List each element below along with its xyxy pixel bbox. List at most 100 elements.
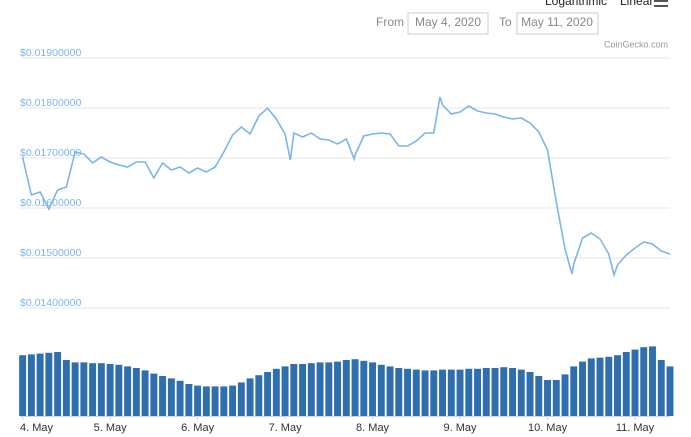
to-value: May 11, 2020 bbox=[521, 15, 593, 29]
volume-bar bbox=[106, 364, 114, 416]
volume-bar bbox=[447, 369, 455, 416]
volume-bar bbox=[167, 378, 175, 416]
volume-bar bbox=[281, 366, 289, 416]
y-tick-label: $0.01400000 bbox=[20, 297, 81, 309]
volume-bar bbox=[246, 378, 254, 416]
y-tick-label: $0.01600000 bbox=[20, 197, 81, 209]
volume-bar bbox=[404, 368, 412, 416]
volume-bar bbox=[115, 364, 123, 416]
volume-bar bbox=[395, 368, 403, 416]
volume-bar bbox=[465, 368, 473, 416]
volume-bar bbox=[307, 363, 315, 416]
volume-bar bbox=[482, 368, 490, 416]
log-button[interactable]: Logarithmic bbox=[545, 0, 607, 8]
volume-bar bbox=[517, 369, 525, 416]
volume-bar bbox=[299, 364, 307, 416]
price-line bbox=[21, 96, 671, 278]
volume-bar bbox=[649, 346, 656, 416]
volume-bar bbox=[150, 373, 158, 416]
volume-bar bbox=[194, 385, 202, 416]
volume-bar bbox=[657, 360, 665, 416]
volume-bar bbox=[614, 355, 621, 416]
volume-bar bbox=[351, 359, 359, 416]
volume-bar bbox=[377, 364, 385, 416]
volume-bar bbox=[229, 385, 237, 416]
y-tick-label: $0.01800000 bbox=[20, 97, 81, 109]
y-tick-label: $0.01700000 bbox=[20, 147, 81, 159]
volume-bar bbox=[412, 369, 420, 416]
volume-bar bbox=[570, 366, 578, 416]
x-tick-label: 9. May bbox=[444, 422, 478, 434]
volume-bar bbox=[159, 376, 167, 416]
volume-bar bbox=[290, 364, 298, 416]
volume-bar bbox=[439, 369, 447, 416]
volume-bar bbox=[325, 362, 333, 416]
volume-bar bbox=[176, 380, 184, 416]
from-value: May 4, 2020 bbox=[415, 15, 481, 29]
to-label: To bbox=[499, 15, 512, 29]
volume-bar bbox=[552, 380, 560, 416]
y-tick-label: $0.01900000 bbox=[20, 47, 81, 59]
volume-bar bbox=[509, 368, 516, 416]
volume-bar bbox=[141, 370, 149, 416]
volume-bar bbox=[386, 366, 394, 416]
volume-bar bbox=[456, 369, 464, 416]
y-tick-label: $0.01500000 bbox=[20, 247, 81, 259]
volume-bar bbox=[666, 366, 674, 416]
volume-bar bbox=[605, 356, 613, 416]
volume-bar bbox=[272, 368, 280, 416]
volume-bar bbox=[640, 347, 648, 416]
volume-bar bbox=[491, 368, 499, 416]
volume-bar bbox=[561, 374, 569, 416]
volume-bar bbox=[237, 382, 245, 416]
volume-bar bbox=[535, 376, 543, 416]
volume-bar bbox=[579, 361, 586, 416]
volume-bar bbox=[334, 361, 342, 416]
volume-bar bbox=[631, 349, 639, 416]
x-tick-label: 4. May bbox=[20, 422, 54, 434]
volume-bar bbox=[132, 368, 140, 416]
volume-bar bbox=[80, 362, 88, 416]
x-tick-label: 8. May bbox=[356, 422, 390, 434]
volume-bar bbox=[369, 362, 377, 416]
volume-bar bbox=[71, 362, 79, 416]
volume-bar bbox=[596, 357, 604, 416]
volume-bar bbox=[360, 360, 368, 416]
x-tick-label: 10. May bbox=[528, 422, 568, 434]
volume-bar bbox=[36, 353, 44, 416]
volume-bar bbox=[202, 386, 210, 416]
from-input[interactable] bbox=[407, 12, 489, 35]
volume-bar bbox=[255, 375, 263, 416]
volume-bar bbox=[316, 362, 324, 416]
volume-bar bbox=[124, 366, 132, 416]
volume-bar bbox=[220, 386, 228, 416]
volume-bar bbox=[342, 360, 350, 416]
linear-button[interactable]: Linear bbox=[620, 0, 653, 8]
volume-bar bbox=[97, 363, 105, 416]
credit: CoinGecko.com bbox=[604, 39, 668, 49]
volume-bar bbox=[185, 384, 193, 416]
x-tick-label: 7. May bbox=[269, 422, 303, 434]
volume-bar bbox=[19, 355, 27, 416]
to-input[interactable] bbox=[516, 12, 599, 35]
volume-bar bbox=[587, 358, 595, 416]
volume-bar bbox=[500, 367, 508, 416]
volume-bar bbox=[211, 386, 219, 416]
menu-icon[interactable] bbox=[654, 0, 668, 7]
volume-bar bbox=[45, 352, 53, 416]
x-tick-label: 5. May bbox=[94, 422, 128, 434]
volume-bar bbox=[430, 370, 438, 416]
volume-bar bbox=[27, 354, 35, 416]
volume-bar bbox=[89, 363, 97, 416]
volume-bar bbox=[264, 372, 272, 416]
from-label: From bbox=[376, 15, 404, 29]
volume-bar bbox=[421, 370, 429, 416]
volume-bar bbox=[526, 372, 534, 416]
x-tick-label: 6. May bbox=[181, 422, 215, 434]
volume-bar bbox=[474, 368, 482, 416]
volume-bar bbox=[54, 352, 62, 416]
volume-bar bbox=[622, 352, 630, 416]
x-tick-label: 11. May bbox=[616, 422, 655, 434]
volume-bar bbox=[62, 360, 70, 416]
